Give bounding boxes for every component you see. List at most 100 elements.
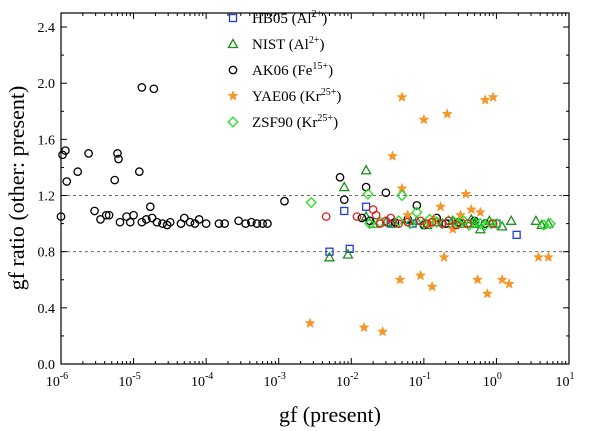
data-point (465, 203, 477, 215)
data-point (376, 325, 389, 337)
data-point (73, 167, 83, 177)
data-point (396, 91, 408, 103)
data-point (352, 212, 362, 221)
data-point (364, 217, 376, 230)
data-point (365, 216, 375, 226)
legend-marker (227, 116, 239, 128)
data-point (474, 206, 486, 218)
data-point (503, 278, 515, 289)
legend-marker (227, 38, 239, 49)
data-point (152, 217, 162, 227)
data-point (414, 269, 427, 281)
data-point (335, 172, 345, 182)
data-point (340, 206, 349, 216)
plot-frame (60, 12, 570, 365)
data-point (371, 210, 381, 220)
data-points (56, 83, 556, 337)
y-tick-label: 0.8 (38, 246, 56, 261)
reference-lines (61, 195, 569, 253)
data-point (342, 248, 354, 259)
legend-item-hb05: HB05 (Al2+) (228, 9, 327, 27)
data-point (129, 210, 138, 220)
data-point (241, 219, 250, 228)
data-point (481, 287, 493, 299)
data-point (411, 214, 423, 225)
data-point (201, 219, 211, 228)
plot-frame-rect (60, 12, 570, 365)
data-point (304, 317, 316, 329)
data-point (339, 195, 349, 205)
data-point (142, 215, 151, 224)
series-zsf90 (305, 188, 556, 231)
axis-ticks: 0.0 0.4 0.8 1.2 1.6 2.0 2.4 10-6 10-5 10-4 10-3 10-… (38, 13, 575, 390)
data-point (451, 220, 461, 230)
series-yae06 (304, 91, 555, 337)
data-point (84, 149, 93, 158)
data-point (423, 213, 436, 226)
data-point (125, 217, 135, 227)
data-point (474, 223, 486, 234)
y-tick-label: 0.4 (38, 302, 56, 317)
data-point (280, 196, 289, 206)
data-point (145, 202, 155, 212)
data-point (487, 91, 499, 103)
data-point (386, 213, 396, 223)
data-point (422, 219, 432, 228)
data-point (137, 83, 147, 92)
legend-label: ZSF90 (Kr25+) (252, 113, 338, 131)
data-point (305, 196, 317, 209)
data-point (323, 251, 336, 262)
series-ak06 (56, 83, 490, 230)
y-tick-label: 1.6 (38, 133, 56, 148)
data-point (438, 251, 450, 263)
legend-item-nist: NIST (Al2+) (227, 35, 324, 53)
data-point (358, 321, 370, 333)
data-point (381, 188, 391, 198)
data-point (403, 217, 413, 227)
y-axis-title: gf ratio (other: present) (4, 86, 29, 291)
data-point (463, 219, 475, 231)
data-point (321, 212, 331, 221)
x-axis-title: gf (present) (279, 402, 381, 427)
data-point (434, 200, 447, 212)
x-tick-label: 10-3 (264, 371, 286, 390)
data-point (190, 219, 200, 228)
data-point (114, 154, 123, 164)
data-point (220, 219, 230, 228)
legend-item-yae06: YAE06 (Kr25+) (227, 87, 341, 105)
data-point (496, 220, 508, 231)
data-point (185, 217, 195, 227)
data-point (404, 217, 416, 230)
legend-item-ak06: AK06 (Fe15+) (228, 61, 333, 79)
data-point (402, 209, 414, 220)
data-point (396, 189, 408, 202)
x-tick-label: 10-6 (46, 371, 68, 390)
legend-item-zsf90: ZSF90 (Kr25+) (227, 113, 338, 131)
data-point (104, 210, 114, 220)
data-point (147, 213, 157, 223)
data-point (62, 177, 72, 186)
data-point (394, 273, 406, 285)
data-point (165, 217, 175, 227)
data-point (263, 219, 272, 228)
data-point (386, 150, 399, 161)
data-point (441, 108, 453, 119)
data-point (479, 219, 491, 231)
data-point (389, 217, 401, 228)
data-point (360, 164, 372, 175)
data-point (457, 215, 470, 227)
legend-label: YAE06 (Kr25+) (252, 87, 341, 105)
data-point (544, 217, 556, 230)
x-tick-label: 10-5 (118, 371, 140, 390)
legend-marker (228, 13, 238, 23)
data-point (115, 217, 125, 227)
legend: HB05 (Al2+) NIST (Al2+) AK06 (Fe15+) YAE06 … (227, 9, 341, 131)
data-point (338, 181, 350, 192)
y-tick-label: 2.0 (38, 77, 56, 92)
x-tick-label: 10-4 (191, 371, 213, 390)
data-point (488, 219, 498, 228)
x-tick-label: 100 (483, 371, 502, 390)
data-point (505, 214, 517, 225)
data-point (101, 210, 111, 220)
